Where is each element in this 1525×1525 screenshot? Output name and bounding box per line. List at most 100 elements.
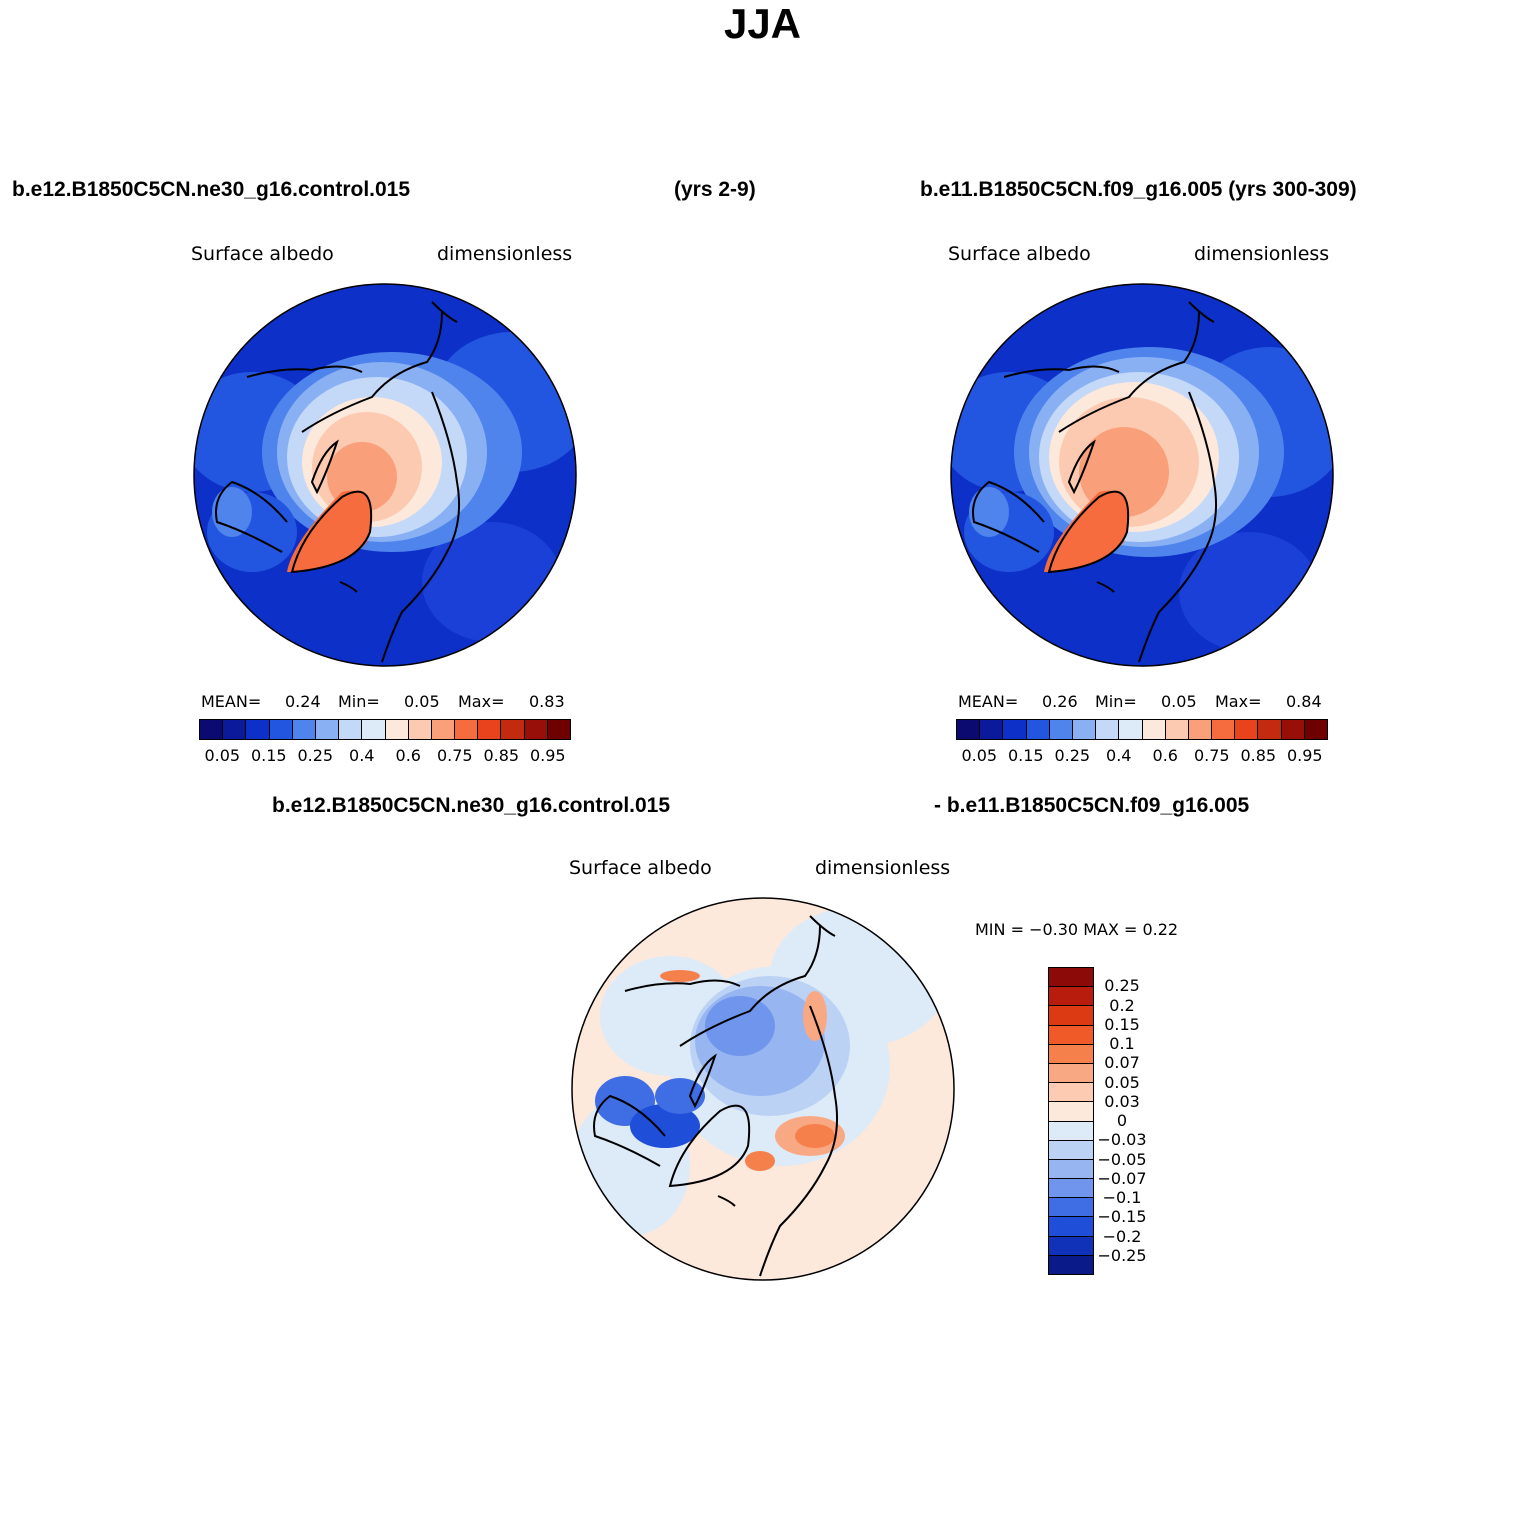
colorbar-swatch bbox=[408, 720, 432, 739]
colorbar-tick-label: 0.05 bbox=[1104, 1072, 1140, 1092]
diff-variable-label: Surface albedo bbox=[569, 857, 712, 879]
difference-colorbar bbox=[1048, 967, 1094, 1275]
right-mean-label: MEAN= bbox=[958, 692, 1019, 711]
left-mean-label: MEAN= bbox=[201, 692, 262, 711]
left-max-label: Max= bbox=[458, 692, 505, 711]
colorbar-swatch bbox=[223, 720, 247, 739]
left-colorbar bbox=[199, 719, 571, 740]
colorbar-swatch bbox=[1049, 1025, 1093, 1045]
colorbar-swatch bbox=[957, 720, 981, 739]
colorbar-tick-label: −0.15 bbox=[1097, 1207, 1147, 1227]
colorbar-swatch bbox=[1165, 720, 1189, 739]
right-case-label: b.e11.B1850C5CN.f09_g16.005 (yrs 300-309… bbox=[920, 178, 1357, 201]
right-colorbar bbox=[956, 719, 1328, 740]
difference-polar-map bbox=[571, 897, 955, 1281]
colorbar-swatch bbox=[524, 720, 548, 739]
colorbar-tick-label: 0.2 bbox=[1109, 995, 1135, 1015]
colorbar-swatch bbox=[1142, 720, 1166, 739]
colorbar-tick-label: −0.1 bbox=[1102, 1188, 1142, 1207]
colorbar-tick-label: 0.4 bbox=[1106, 746, 1132, 765]
colorbar-tick-label: 0.6 bbox=[395, 746, 421, 765]
left-colorbar-ticks: 0.05 0.15 0.25 0.4 0.6 0.75 0.85 0.95 bbox=[199, 746, 571, 766]
colorbar-swatch bbox=[1026, 720, 1050, 739]
right-colorbar-ticks: 0.05 0.15 0.25 0.4 0.6 0.75 0.85 0.95 bbox=[956, 746, 1328, 766]
left-polar-map bbox=[193, 283, 577, 667]
colorbar-tick-label: −0.2 bbox=[1102, 1226, 1142, 1246]
colorbar-tick-label: 0.25 bbox=[1104, 976, 1140, 996]
colorbar-swatch bbox=[1049, 1006, 1093, 1026]
colorbar-tick-label: 0.4 bbox=[349, 746, 375, 765]
colorbar-swatch bbox=[362, 720, 386, 739]
colorbar-tick-label: −0.07 bbox=[1097, 1168, 1147, 1188]
colorbar-swatch bbox=[1304, 720, 1327, 739]
left-min-label: Min= bbox=[338, 692, 380, 711]
colorbar-swatch bbox=[1049, 968, 1093, 988]
colorbar-swatch bbox=[547, 720, 570, 739]
colorbar-swatch bbox=[455, 720, 479, 739]
colorbar-swatch bbox=[1049, 1159, 1093, 1180]
colorbar-swatch bbox=[1235, 720, 1259, 739]
colorbar-tick-label: −0.05 bbox=[1097, 1149, 1147, 1169]
colorbar-swatch bbox=[431, 720, 456, 739]
right-mean-value: 0.26 bbox=[1042, 692, 1078, 711]
left-mean-value: 0.24 bbox=[285, 692, 321, 711]
colorbar-swatch bbox=[1049, 1198, 1093, 1218]
colorbar-swatch bbox=[1049, 1217, 1093, 1237]
left-variable-label: Surface albedo bbox=[191, 243, 334, 265]
colorbar-swatch bbox=[1049, 720, 1073, 739]
colorbar-swatch bbox=[1049, 1102, 1093, 1122]
colorbar-tick-label: 0.85 bbox=[1240, 746, 1277, 765]
colorbar-tick-label: −0.03 bbox=[1097, 1130, 1147, 1150]
colorbar-swatch bbox=[339, 720, 363, 739]
colorbar-swatch bbox=[385, 720, 409, 739]
right-max-value: 0.84 bbox=[1286, 692, 1322, 711]
colorbar-swatch bbox=[1049, 1140, 1093, 1160]
colorbar-swatch bbox=[1072, 720, 1097, 739]
colorbar-swatch bbox=[1049, 1236, 1093, 1256]
colorbar-tick-label: 0.03 bbox=[1104, 1091, 1140, 1111]
left-years-label: (yrs 2-9) bbox=[674, 178, 756, 201]
colorbar-swatch bbox=[1096, 720, 1120, 739]
colorbar-tick-label: 0.85 bbox=[483, 746, 520, 765]
left-min-value: 0.05 bbox=[404, 692, 440, 711]
colorbar-swatch bbox=[292, 720, 316, 739]
colorbar-tick-label: 0.75 bbox=[436, 746, 473, 765]
colorbar-tick-label: 0 bbox=[1116, 1111, 1128, 1130]
colorbar-tick-label: 0.15 bbox=[250, 746, 287, 765]
colorbar-tick-label: 0.95 bbox=[529, 746, 566, 765]
colorbar-swatch bbox=[1003, 720, 1027, 739]
colorbar-swatch bbox=[1049, 1255, 1093, 1274]
right-polar-map bbox=[950, 283, 1334, 667]
colorbar-tick-label: 0.75 bbox=[1193, 746, 1230, 765]
colorbar-tick-label: 0.05 bbox=[204, 746, 241, 765]
right-min-label: Min= bbox=[1095, 692, 1137, 711]
colorbar-swatch bbox=[1049, 1044, 1093, 1064]
right-variable-label: Surface albedo bbox=[948, 243, 1091, 265]
colorbar-swatch bbox=[269, 720, 293, 739]
left-case-label: b.e12.B1850C5CN.ne30_g16.control.015 bbox=[12, 178, 411, 201]
colorbar-swatch bbox=[246, 720, 270, 739]
colorbar-tick-label: −0.25 bbox=[1097, 1245, 1147, 1265]
left-units-label: dimensionless bbox=[437, 243, 573, 265]
colorbar-swatch bbox=[1049, 1063, 1093, 1084]
colorbar-swatch bbox=[1281, 720, 1305, 739]
diff-minmax-label: MIN = −0.30 MAX = 0.22 bbox=[975, 920, 1179, 939]
colorbar-swatch bbox=[478, 720, 502, 739]
colorbar-swatch bbox=[1049, 1121, 1093, 1141]
diff-case-b-label: - b.e11.B1850C5CN.f09_g16.005 bbox=[934, 794, 1250, 817]
right-min-value: 0.05 bbox=[1161, 692, 1197, 711]
colorbar-swatch bbox=[1188, 720, 1213, 739]
colorbar-swatch bbox=[980, 720, 1004, 739]
colorbar-tick-label: 0.25 bbox=[297, 746, 334, 765]
colorbar-swatch bbox=[1119, 720, 1143, 739]
colorbar-swatch bbox=[1258, 720, 1282, 739]
colorbar-tick-label: 0.1 bbox=[1109, 1034, 1135, 1053]
right-max-label: Max= bbox=[1215, 692, 1262, 711]
colorbar-swatch bbox=[1049, 1179, 1093, 1199]
colorbar-tick-label: 0.05 bbox=[961, 746, 998, 765]
colorbar-swatch bbox=[1049, 1083, 1093, 1103]
colorbar-swatch bbox=[1212, 720, 1236, 739]
colorbar-tick-label: 0.6 bbox=[1152, 746, 1178, 765]
right-units-label: dimensionless bbox=[1194, 243, 1330, 265]
colorbar-tick-label: 0.25 bbox=[1054, 746, 1091, 765]
